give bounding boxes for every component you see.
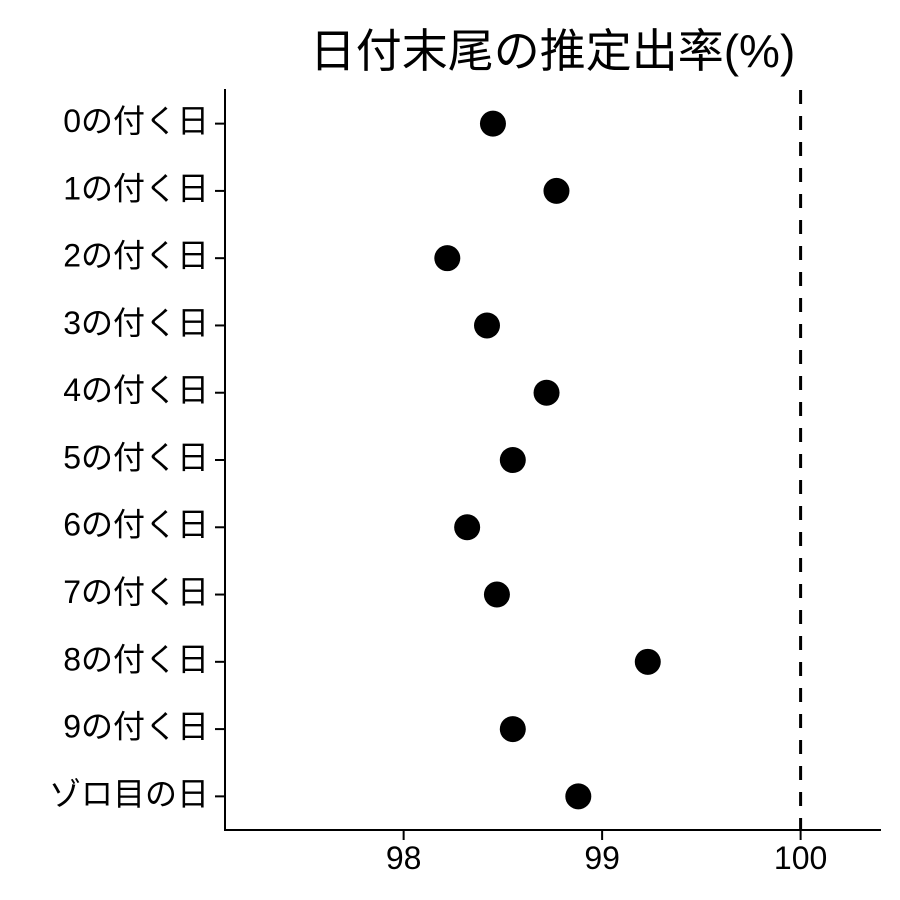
data-point (500, 716, 526, 742)
data-point (565, 783, 591, 809)
data-point (484, 582, 510, 608)
y-tick-label: 7の付く日 (63, 574, 209, 610)
data-point (454, 514, 480, 540)
y-tick-label: 4の付く日 (63, 372, 209, 408)
data-point (534, 380, 560, 406)
chart-title: 日付末尾の推定出率(%) (310, 25, 796, 77)
y-tick-label: 0の付く日 (63, 103, 209, 139)
data-point (434, 245, 460, 271)
data-point (500, 447, 526, 473)
y-tick-label: 5の付く日 (63, 439, 209, 475)
y-tick-label: 3の付く日 (63, 305, 209, 341)
y-tick-label: 2の付く日 (63, 238, 209, 274)
x-tick-label: 98 (386, 840, 422, 876)
y-tick-label: ゾロ目の日 (49, 776, 209, 812)
y-tick-label: 6の付く日 (63, 507, 209, 543)
data-point (543, 178, 569, 204)
data-point (635, 649, 661, 675)
x-tick-label: 100 (774, 840, 827, 876)
y-tick-label: 1の付く日 (63, 170, 209, 206)
y-tick-label: 8の付く日 (63, 641, 209, 677)
x-tick-label: 99 (584, 840, 620, 876)
data-point (474, 312, 500, 338)
data-point (480, 111, 506, 137)
y-tick-label: 9の付く日 (63, 709, 209, 745)
